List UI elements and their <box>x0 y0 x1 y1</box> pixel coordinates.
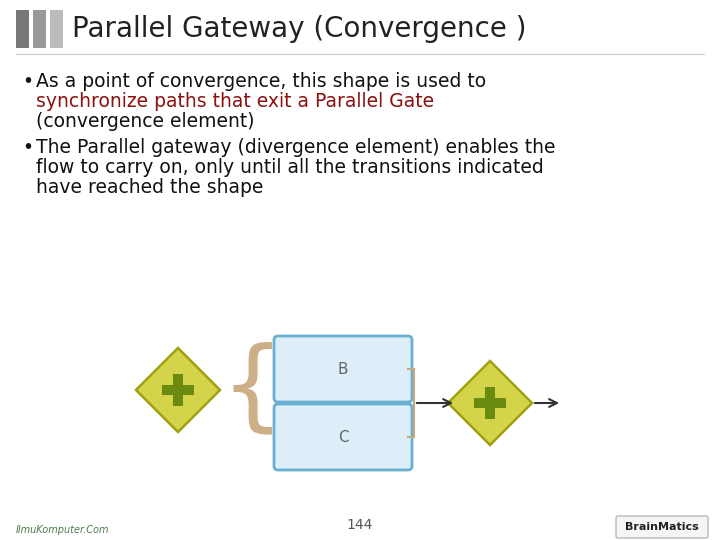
Text: Parallel Gateway (Convergence ): Parallel Gateway (Convergence ) <box>72 15 526 43</box>
Text: •: • <box>22 72 33 91</box>
Bar <box>485 387 495 419</box>
Polygon shape <box>448 361 532 445</box>
Text: synchronize paths that exit a Parallel Gate: synchronize paths that exit a Parallel G… <box>36 92 434 111</box>
Text: {: { <box>220 341 284 438</box>
Polygon shape <box>136 348 220 432</box>
Text: 144: 144 <box>347 518 373 532</box>
Text: BrainMatics: BrainMatics <box>625 522 699 532</box>
Text: B: B <box>338 361 348 376</box>
Bar <box>162 386 194 395</box>
FancyBboxPatch shape <box>274 336 412 402</box>
Text: (convergence element): (convergence element) <box>36 112 254 131</box>
Text: The Parallel gateway (divergence element) enables the: The Parallel gateway (divergence element… <box>36 138 556 157</box>
Text: IlmuKomputer.Com: IlmuKomputer.Com <box>16 525 109 535</box>
FancyBboxPatch shape <box>274 404 412 470</box>
Bar <box>33 10 46 48</box>
Bar <box>174 374 183 406</box>
Text: C: C <box>338 429 348 444</box>
FancyBboxPatch shape <box>616 516 708 538</box>
Bar <box>16 10 29 48</box>
Bar <box>50 10 63 48</box>
Text: As a point of convergence, this shape is used to: As a point of convergence, this shape is… <box>36 72 486 91</box>
Bar <box>474 399 506 408</box>
Text: have reached the shape: have reached the shape <box>36 178 264 197</box>
Text: flow to carry on, only until all the transitions indicated: flow to carry on, only until all the tra… <box>36 158 544 177</box>
Text: •: • <box>22 138 33 157</box>
